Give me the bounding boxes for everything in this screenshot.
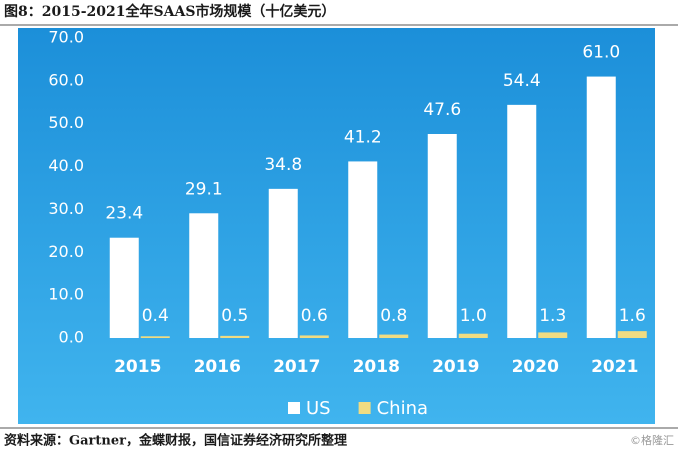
bar xyxy=(617,331,647,338)
x-tick-label: 2021 xyxy=(591,357,638,377)
legend-swatch xyxy=(288,402,300,414)
value-label: 23.4 xyxy=(105,204,143,224)
value-label: 54.4 xyxy=(503,71,541,91)
bar xyxy=(458,333,488,338)
value-label: 1.3 xyxy=(539,306,566,326)
x-tick-label: 2017 xyxy=(273,357,320,377)
source-note: 资料来源：Gartner，金蝶财报，国信证券经济研究所整理 xyxy=(4,433,347,449)
y-tick-label: 20.0 xyxy=(48,242,84,261)
legend-label: China xyxy=(377,398,428,419)
watermark: ©格隆汇 xyxy=(630,433,674,447)
value-label: 29.1 xyxy=(185,179,223,199)
bar xyxy=(109,237,139,338)
value-label: 0.4 xyxy=(142,306,169,326)
x-tick-label: 2016 xyxy=(194,357,241,377)
x-tick-label: 2019 xyxy=(432,357,479,377)
value-label: 0.8 xyxy=(380,306,407,326)
x-tick-label: 2018 xyxy=(353,357,400,377)
bar xyxy=(427,134,457,338)
value-label: 0.6 xyxy=(301,306,328,326)
plot-background xyxy=(18,28,655,424)
value-label: 1.6 xyxy=(619,306,646,326)
legend-swatch xyxy=(358,402,371,414)
chart-title: 图8：2015-2021全年SAAS市场规模（十亿美元） xyxy=(4,3,335,20)
y-tick-label: 10.0 xyxy=(48,285,84,304)
value-label: 34.8 xyxy=(264,155,302,175)
y-tick-label: 50.0 xyxy=(48,113,84,132)
bar xyxy=(538,332,568,338)
value-label: 0.5 xyxy=(221,306,248,326)
y-tick-label: 70.0 xyxy=(48,28,84,47)
y-tick-label: 40.0 xyxy=(48,156,84,175)
bar xyxy=(586,76,616,339)
legend-label: US xyxy=(306,398,331,419)
x-tick-label: 2020 xyxy=(512,357,559,377)
y-tick-label: 30.0 xyxy=(48,199,84,218)
bar xyxy=(348,161,378,338)
y-tick-label: 0.0 xyxy=(59,328,84,347)
value-label: 47.6 xyxy=(423,100,461,120)
x-tick-label: 2015 xyxy=(114,357,161,377)
bar xyxy=(189,213,219,338)
value-label: 61.0 xyxy=(582,43,620,63)
bar xyxy=(220,335,250,338)
bar xyxy=(268,188,298,338)
bar xyxy=(379,334,409,338)
y-tick-label: 60.0 xyxy=(48,70,84,89)
value-label: 1.0 xyxy=(460,306,487,326)
bar xyxy=(507,104,537,338)
bar xyxy=(140,336,170,338)
bar xyxy=(299,335,329,338)
value-label: 41.2 xyxy=(344,127,382,147)
